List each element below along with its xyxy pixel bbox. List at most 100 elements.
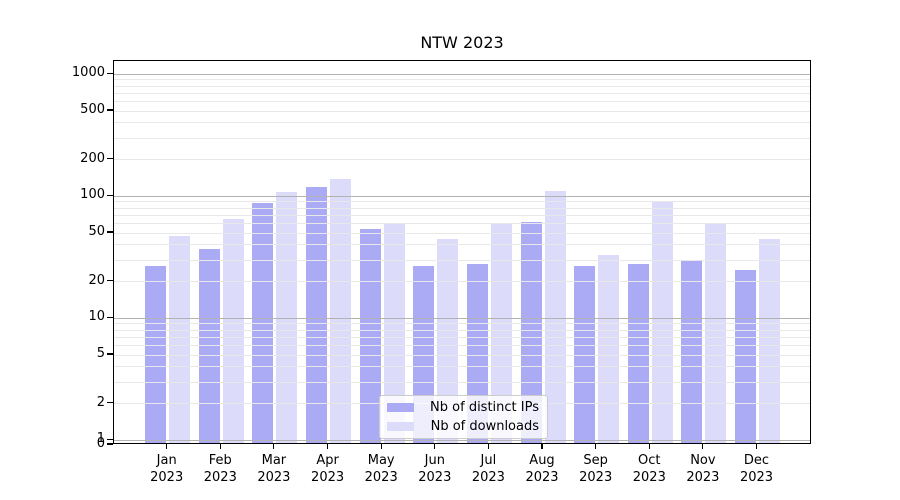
x-tick-mark-oct (648, 444, 650, 449)
x-tick-label-mar: Mar 2023 (257, 453, 291, 485)
bar-downloads-jun (437, 238, 459, 443)
x-tick-label-jun: Jun 2023 (418, 453, 452, 485)
bar-downloads-oct (651, 201, 673, 443)
y-tick-label-100: 100 (80, 187, 105, 203)
y-tick-mark-0 (107, 443, 113, 445)
x-tick-label-apr: Apr 2023 (311, 453, 345, 485)
bar-distinct-ips-jan (145, 265, 167, 443)
x-tick-mark-jun (434, 444, 436, 449)
y-tick-mark-1000 (107, 72, 113, 74)
y-tick-label-20: 20 (88, 272, 105, 288)
legend-item-distinct-ips: Nb of distinct IPs (387, 398, 539, 417)
legend-swatch-1 (387, 422, 414, 431)
minor-gridline-3 (114, 381, 810, 383)
y-tick-mark-5 (107, 353, 113, 355)
gridlines-layer (114, 61, 810, 443)
x-tick-label-dec: Dec 2023 (739, 453, 774, 485)
bar-downloads-jul (490, 224, 512, 443)
major-gridline-1 (114, 439, 810, 441)
y-tick-mark-10 (107, 316, 113, 318)
y-tick-mark-1 (107, 438, 113, 440)
minor-gridline-300 (114, 137, 810, 139)
minor-gridline-4 (114, 366, 810, 368)
x-tick-mark-may (380, 444, 382, 449)
x-tick-label-may: May 2023 (364, 453, 398, 485)
bar-downloads-jan (169, 236, 191, 443)
legend: Nb of distinct IPs Nb of downloads (379, 395, 548, 439)
minor-gridline-500 (114, 110, 810, 112)
bar-distinct-ips-aug (520, 221, 542, 443)
x-tick-label-feb: Feb 2023 (203, 453, 237, 485)
minor-gridline-40 (114, 244, 810, 246)
y-tick-mark-2 (107, 402, 113, 404)
x-tick-label-jan: Jan 2023 (150, 453, 184, 485)
minor-gridline-90 (114, 201, 810, 203)
x-tick-mark-dec (755, 444, 758, 449)
minor-gridline-30 (114, 259, 810, 261)
x-tick-mark-sep (595, 444, 597, 449)
y-tick-label-10: 10 (88, 309, 105, 325)
y-tick-label-500: 500 (80, 102, 105, 117)
y-tick-label-1000: 1000 (71, 65, 105, 81)
y-tick-mark-500 (107, 109, 113, 111)
minor-gridline-700 (114, 92, 810, 94)
x-tick-mark-feb (219, 444, 221, 449)
minor-gridline-6 (114, 344, 810, 346)
minor-gridline-900 (114, 79, 810, 81)
y-tick-label-0: 0 (96, 436, 105, 451)
major-gridline-1000 (114, 73, 810, 75)
y-tick-label-50: 50 (88, 224, 105, 239)
minor-gridline-80 (114, 207, 810, 209)
x-tick-label-oct: Oct 2023 (632, 453, 666, 485)
bar-distinct-ips-nov (681, 260, 703, 443)
bar-downloads-feb (222, 219, 244, 443)
minor-gridline-20 (114, 281, 810, 283)
bar-downloads-nov (705, 224, 727, 443)
bar-distinct-ips-may (359, 228, 381, 443)
minor-gridline-5 (114, 354, 810, 356)
minor-gridline-400 (114, 122, 810, 124)
y-tick-mark-200 (107, 158, 113, 160)
x-tick-mark-jul (487, 444, 489, 449)
bar-distinct-ips-mar (252, 203, 274, 443)
major-gridline-10 (114, 317, 810, 319)
bar-downloads-may (383, 222, 405, 443)
plot-area: Nb of distinct IPs Nb of downloads (113, 60, 811, 444)
minor-gridline-60 (114, 222, 810, 224)
x-tick-label-jul: Jul 2023 (471, 453, 505, 485)
legend-label-downloads: Nb of downloads (430, 419, 539, 434)
x-tick-mark-apr (327, 444, 329, 449)
major-gridline-100 (114, 195, 810, 197)
bar-downloads-sep (598, 255, 620, 443)
x-tick-label-sep: Sep 2023 (579, 453, 613, 485)
y-tick-label-1: 1 (96, 431, 105, 447)
minor-gridline-600 (114, 100, 810, 102)
bar-distinct-ips-oct (627, 263, 649, 443)
y-tick-mark-20 (107, 280, 113, 282)
x-tick-mark-aug (541, 444, 543, 449)
y-tick-mark-100 (107, 194, 113, 196)
bar-distinct-ips-dec (735, 269, 757, 443)
x-tick-label-aug: Aug 2023 (525, 453, 559, 485)
x-tick-mark-nov (702, 444, 704, 449)
bar-downloads-dec (759, 238, 781, 443)
legend-item-downloads: Nb of downloads (387, 417, 539, 436)
minor-gridline-200 (114, 159, 810, 161)
y-tick-label-5: 5 (96, 346, 105, 361)
minor-gridline-7 (114, 336, 810, 338)
bar-distinct-ips-feb (198, 249, 220, 443)
legend-label-distinct-ips: Nb of distinct IPs (430, 400, 539, 415)
minor-gridline-8 (114, 329, 810, 331)
minor-gridline-50 (114, 232, 810, 234)
bar-distinct-ips-sep (574, 265, 596, 443)
y-tick-mark-50 (107, 231, 113, 233)
bar-downloads-mar (276, 192, 298, 443)
x-tick-mark-mar (273, 444, 275, 449)
x-tick-label-nov: Nov 2023 (686, 453, 720, 485)
y-tick-label-200: 200 (80, 150, 105, 166)
y-tick-label-2: 2 (96, 394, 105, 410)
minor-gridline-70 (114, 214, 810, 216)
bar-downloads-aug (544, 191, 566, 443)
bar-distinct-ips-apr (306, 186, 328, 443)
